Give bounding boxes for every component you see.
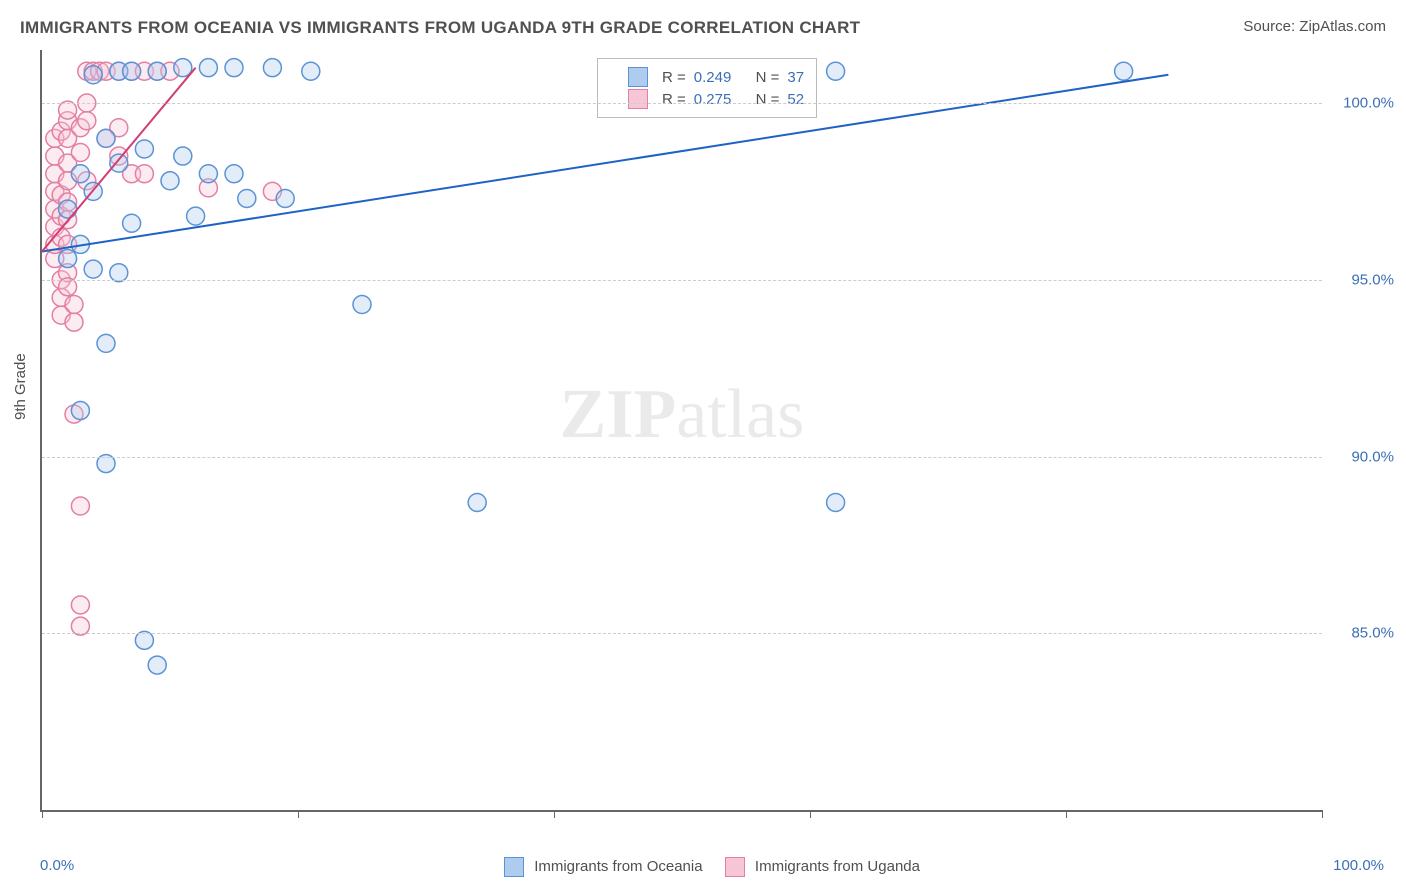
- data-point: [238, 189, 256, 207]
- data-point: [148, 62, 166, 80]
- data-point: [302, 62, 320, 80]
- data-point: [161, 172, 179, 190]
- y-tick-label: 85.0%: [1351, 625, 1394, 642]
- plot-svg: [42, 50, 1322, 810]
- data-point: [71, 402, 89, 420]
- source-label: Source: ZipAtlas.com: [1243, 18, 1386, 35]
- data-point: [225, 165, 243, 183]
- data-point: [71, 165, 89, 183]
- data-point: [97, 334, 115, 352]
- scatter-plot: ZIPatlas R = 0.249 N = 37R = 0.275 N = 5…: [40, 50, 1322, 812]
- data-point: [827, 62, 845, 80]
- data-point: [123, 214, 141, 232]
- series-legend: Immigrants from Oceania Immigrants from …: [0, 857, 1406, 877]
- data-point: [353, 296, 371, 314]
- data-point: [187, 207, 205, 225]
- data-point: [199, 59, 217, 77]
- data-point: [468, 493, 486, 511]
- data-point: [65, 296, 83, 314]
- data-point: [97, 129, 115, 147]
- data-point: [71, 596, 89, 614]
- chart-title: IMMIGRANTS FROM OCEANIA VS IMMIGRANTS FR…: [20, 18, 860, 38]
- data-point: [135, 165, 153, 183]
- legend-label-oceania: Immigrants from Oceania: [534, 858, 702, 875]
- y-tick-label: 95.0%: [1351, 271, 1394, 288]
- data-point: [123, 62, 141, 80]
- data-point: [84, 260, 102, 278]
- data-point: [65, 313, 83, 331]
- y-tick-label: 100.0%: [1343, 95, 1394, 112]
- legend-label-uganda: Immigrants from Uganda: [755, 858, 920, 875]
- data-point: [174, 147, 192, 165]
- data-point: [59, 200, 77, 218]
- data-point: [78, 112, 96, 130]
- data-point: [84, 66, 102, 84]
- legend-swatch-uganda: [725, 857, 745, 877]
- correlation-legend: R = 0.249 N = 37R = 0.275 N = 52: [597, 58, 817, 118]
- data-point: [199, 165, 217, 183]
- data-point: [827, 493, 845, 511]
- y-axis-label: 9th Grade: [12, 353, 29, 420]
- data-point: [59, 250, 77, 268]
- data-point: [1115, 62, 1133, 80]
- legend-swatch-oceania: [504, 857, 524, 877]
- data-point: [71, 497, 89, 515]
- data-point: [148, 656, 166, 674]
- data-point: [276, 189, 294, 207]
- data-point: [110, 154, 128, 172]
- data-point: [135, 140, 153, 158]
- y-tick-label: 90.0%: [1351, 448, 1394, 465]
- data-point: [225, 59, 243, 77]
- data-point: [263, 59, 281, 77]
- data-point: [71, 144, 89, 162]
